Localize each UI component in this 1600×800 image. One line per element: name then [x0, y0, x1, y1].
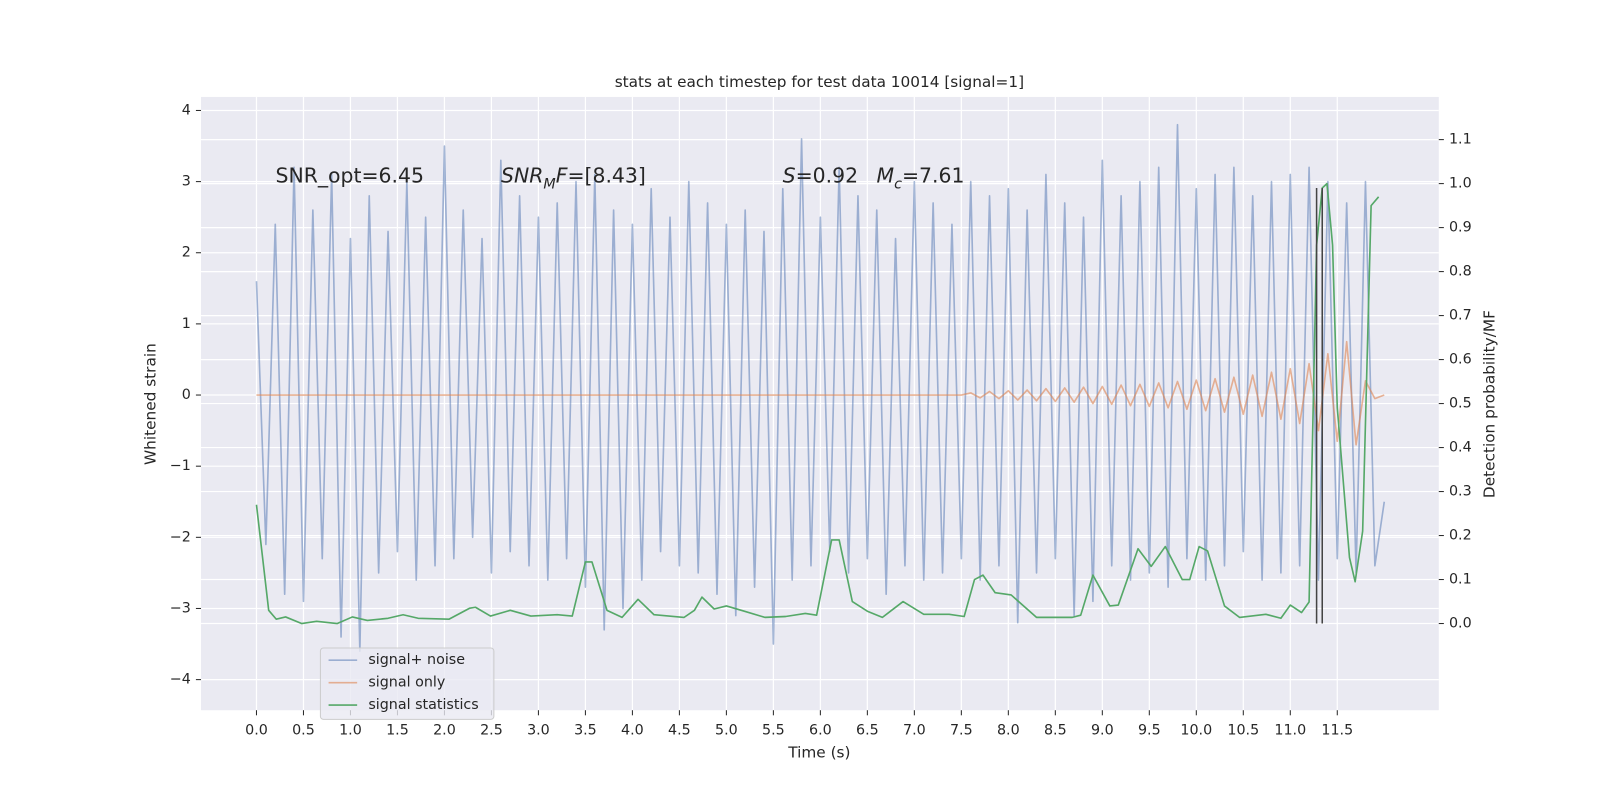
x-tick-label: 5.0	[715, 723, 738, 739]
y-tick-label: −2	[170, 529, 191, 545]
y-tick-label: 1	[182, 316, 191, 332]
x-tick-label: 4.5	[668, 723, 691, 739]
annotation: Mc=7.61	[877, 164, 965, 193]
y2-tick-label: 1.0	[1449, 176, 1472, 192]
grid	[201, 96, 1439, 711]
legend: signal+ noise signal only signal statistic…	[319, 647, 495, 720]
x-tick-label: 6.5	[856, 723, 879, 739]
y2-tick-label: 0.4	[1449, 440, 1472, 456]
x-tick-label: 11.0	[1274, 723, 1306, 739]
legend-label: signal+ noise	[368, 652, 465, 668]
x-tick-label: 0.5	[292, 723, 315, 739]
annotation: SNR_opt=6.45	[276, 164, 424, 189]
x-tick-label: 5.5	[762, 723, 785, 739]
annotations: SNR_opt=6.45 SNRMF=[8.43] S=0.92 Mc=7.61	[276, 164, 965, 193]
y-tick-label: −1	[170, 458, 191, 474]
x-tick-label: 3.0	[527, 723, 550, 739]
x-tick-label: 10.5	[1227, 723, 1259, 739]
annotation: S=0.92	[783, 164, 858, 188]
x-axis-label: Time (s)	[787, 744, 850, 762]
x-tick-label: 8.0	[997, 723, 1020, 739]
y-tick-label: 0	[182, 387, 191, 403]
annotation-part: SNR_opt=6.45	[276, 164, 424, 189]
x-tick-label: 1.5	[386, 723, 409, 739]
annotation-part: F	[556, 164, 568, 188]
y-axis-label: Whitened strain	[142, 343, 160, 465]
y2-tick-label: 0.8	[1449, 264, 1472, 280]
y-tick-label: −3	[170, 600, 191, 616]
series-line	[255, 123, 1386, 652]
annotation-part: M	[543, 177, 555, 193]
y-tick-label: 2	[182, 245, 191, 261]
axes: 0.0 0.5 1.0 1.5 2.0 2.5 3.0 3.5 4.0 4.5 5.0 5.5 6.0 6…	[170, 102, 1472, 738]
annotation-part: M	[877, 164, 895, 188]
y-tick-label: 3	[182, 174, 191, 190]
series-line	[255, 182, 1380, 625]
legend-label: signal only	[368, 675, 445, 691]
y2-tick-label: 0.2	[1449, 528, 1472, 544]
x-tick-label: 11.5	[1321, 723, 1353, 739]
annotation-part: =[8.43]	[567, 164, 645, 188]
annotation-part: =7.61	[902, 164, 965, 188]
x-tick-label: 2.5	[480, 723, 503, 739]
x-tick-label: 9.0	[1091, 723, 1114, 739]
legend-box	[319, 647, 495, 720]
y-tick-label: 4	[182, 102, 191, 118]
x-tick-label: 3.5	[574, 723, 597, 739]
annotation: SNRMF=[8.43]	[501, 164, 646, 193]
legend-label: signal statistics	[368, 697, 478, 713]
lines	[255, 123, 1386, 652]
y2-tick-label: 0.3	[1449, 484, 1472, 500]
y2-tick-label: 0.7	[1449, 308, 1472, 324]
annotation-part: S	[783, 164, 796, 188]
annotation-part: SNR	[501, 164, 543, 188]
y2-axis-label: Detection probability/MF	[1480, 310, 1498, 498]
y2-tick-label: 0.6	[1449, 352, 1472, 368]
annotation-part: =0.92	[796, 164, 859, 188]
x-tick-label: 0.0	[245, 723, 268, 739]
x-tick-label: 7.5	[950, 723, 973, 739]
x-tick-label: 6.0	[809, 723, 832, 739]
y2-tick-label: 0.5	[1449, 396, 1472, 412]
x-tick-label: 9.5	[1138, 723, 1161, 739]
x-tick-label: 8.5	[1044, 723, 1067, 739]
x-tick-label: 1.0	[339, 723, 362, 739]
y-tick-label: −4	[170, 672, 191, 688]
x-tick-label: 2.0	[433, 723, 456, 739]
chart-title: stats at each timestep for test data 100…	[615, 73, 1024, 91]
y2-tick-label: 0.1	[1449, 572, 1472, 588]
y2-tick-label: 0.9	[1449, 220, 1472, 236]
x-tick-label: 4.0	[621, 723, 644, 739]
annotation-part: c	[894, 177, 902, 193]
x-tick-label: 10.0	[1180, 723, 1212, 739]
series-line	[256, 340, 1385, 446]
x-tick-label: 7.0	[903, 723, 926, 739]
y2-tick-label: 1.1	[1449, 132, 1472, 148]
y2-tick-label: 0.0	[1449, 616, 1472, 632]
